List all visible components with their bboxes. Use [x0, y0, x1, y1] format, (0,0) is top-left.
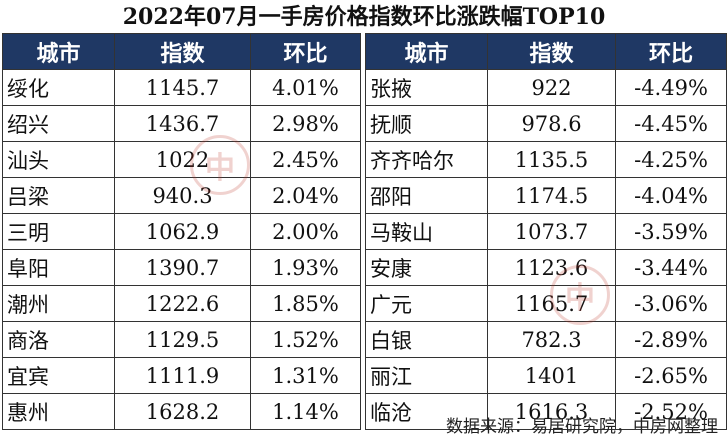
- city-cell: 绍兴: [2, 105, 115, 142]
- index-cell: 922: [487, 69, 616, 106]
- header-index: 指数: [114, 33, 251, 70]
- city-cell: 三明: [2, 213, 115, 250]
- index-cell: 1123.6: [487, 249, 616, 286]
- change-cell: -2.52%: [615, 393, 727, 430]
- header-row: 城市 指数 环比: [2, 33, 361, 70]
- index-cell: 1390.7: [114, 249, 251, 286]
- index-cell: 1616.3: [487, 393, 616, 430]
- change-cell: 1.14%: [250, 393, 361, 430]
- change-cell: 1.52%: [250, 321, 361, 358]
- header-city: 城市: [2, 33, 115, 70]
- fall-table: 城市 指数 环比 张掖 922 -4.49% 抚顺 978.6 -4.45% 齐齐哈尔 113…: [365, 33, 727, 430]
- source-note: 数据来源：易居研究院，中房网整理: [446, 417, 718, 437]
- table-row: 张掖 922 -4.49%: [365, 69, 727, 106]
- index-cell: 1174.5: [487, 177, 616, 214]
- change-cell: 4.01%: [250, 69, 361, 106]
- city-cell: 绥化: [2, 69, 115, 106]
- change-cell: -3.44%: [615, 249, 727, 286]
- table-row: 宜宾 1111.9 1.31%: [2, 357, 361, 394]
- city-cell: 广元: [365, 285, 488, 322]
- index-cell: 1111.9: [114, 357, 251, 394]
- change-cell: 1.31%: [250, 357, 361, 394]
- header-city: 城市: [365, 33, 488, 70]
- city-cell: 张掖: [365, 69, 488, 106]
- index-cell: 1073.7: [487, 213, 616, 250]
- table-row: 抚顺 978.6 -4.45%: [365, 105, 727, 142]
- table-row: 齐齐哈尔 1135.5 -4.25%: [365, 141, 727, 178]
- table-row: 丽江 1401 -2.65%: [365, 357, 727, 394]
- change-cell: 1.93%: [250, 249, 361, 286]
- table-row: 广元 1165.7 -3.06%: [365, 285, 727, 322]
- city-cell: 安康: [365, 249, 488, 286]
- city-cell: 商洛: [2, 321, 115, 358]
- city-cell: 白银: [365, 321, 488, 358]
- table-row: 临沧 1616.3 -2.52%: [365, 393, 727, 430]
- table-row: 吕梁 940.3 2.04%: [2, 177, 361, 214]
- index-cell: 1135.5: [487, 141, 616, 178]
- table-row: 白银 782.3 -2.89%: [365, 321, 727, 358]
- change-cell: -4.45%: [615, 105, 727, 142]
- index-cell: 1628.2: [114, 393, 251, 430]
- change-cell: -2.65%: [615, 357, 727, 394]
- change-cell: 1.85%: [250, 285, 361, 322]
- index-cell: 1222.6: [114, 285, 251, 322]
- city-cell: 阜阳: [2, 249, 115, 286]
- city-cell: 汕头: [2, 141, 115, 178]
- header-row: 城市 指数 环比: [365, 33, 727, 70]
- city-cell: 惠州: [2, 393, 115, 430]
- page-title: 2022年07月一手房价格指数环比涨跌幅TOP10: [122, 4, 606, 30]
- city-cell: 吕梁: [2, 177, 115, 214]
- city-cell: 邵阳: [365, 177, 488, 214]
- table-row: 安康 1123.6 -3.44%: [365, 249, 727, 286]
- header-change: 环比: [615, 33, 727, 70]
- change-cell: 2.04%: [250, 177, 361, 214]
- table-row: 绍兴 1436.7 2.98%: [2, 105, 361, 142]
- table-row: 商洛 1129.5 1.52%: [2, 321, 361, 358]
- table-row: 阜阳 1390.7 1.93%: [2, 249, 361, 286]
- index-cell: 1145.7: [114, 69, 251, 106]
- change-cell: -3.06%: [615, 285, 727, 322]
- change-cell: -3.59%: [615, 213, 727, 250]
- change-cell: -4.04%: [615, 177, 727, 214]
- table-row: 汕头 1022 2.45%: [2, 141, 361, 178]
- index-cell: 940.3: [114, 177, 251, 214]
- header-change: 环比: [250, 33, 361, 70]
- city-cell: 临沧: [365, 393, 488, 430]
- change-cell: -2.89%: [615, 321, 727, 358]
- index-cell: 1062.9: [114, 213, 251, 250]
- rise-table: 城市 指数 环比 绥化 1145.7 4.01% 绍兴 1436.7 2.98% 汕头 102…: [2, 33, 361, 430]
- table-row: 潮州 1222.6 1.85%: [2, 285, 361, 322]
- table-row: 邵阳 1174.5 -4.04%: [365, 177, 727, 214]
- change-cell: 2.45%: [250, 141, 361, 178]
- index-cell: 1022: [114, 141, 251, 178]
- index-cell: 782.3: [487, 321, 616, 358]
- index-cell: 978.6: [487, 105, 616, 142]
- table-row: 惠州 1628.2 1.14%: [2, 393, 361, 430]
- table-row: 三明 1062.9 2.00%: [2, 213, 361, 250]
- city-cell: 齐齐哈尔: [365, 141, 488, 178]
- change-cell: 2.98%: [250, 105, 361, 142]
- table-row: 马鞍山 1073.7 -3.59%: [365, 213, 727, 250]
- index-cell: 1129.5: [114, 321, 251, 358]
- change-cell: -4.25%: [615, 141, 727, 178]
- index-cell: 1436.7: [114, 105, 251, 142]
- change-cell: -4.49%: [615, 69, 727, 106]
- city-cell: 宜宾: [2, 357, 115, 394]
- change-cell: 2.00%: [250, 213, 361, 250]
- header-index: 指数: [487, 33, 616, 70]
- index-cell: 1165.7: [487, 285, 616, 322]
- city-cell: 抚顺: [365, 105, 488, 142]
- index-cell: 1401: [487, 357, 616, 394]
- city-cell: 丽江: [365, 357, 488, 394]
- city-cell: 潮州: [2, 285, 115, 322]
- table-row: 绥化 1145.7 4.01%: [2, 69, 361, 106]
- city-cell: 马鞍山: [365, 213, 488, 250]
